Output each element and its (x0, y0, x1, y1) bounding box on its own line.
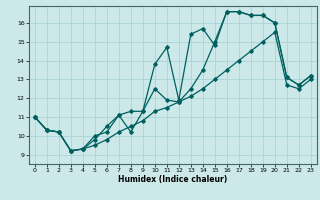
X-axis label: Humidex (Indice chaleur): Humidex (Indice chaleur) (118, 175, 228, 184)
